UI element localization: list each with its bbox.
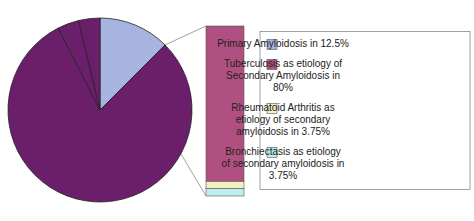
svg-text:Primary Amyloidosis in 12.5%: Primary Amyloidosis in 12.5%: [217, 38, 349, 49]
svg-text:Rheumatoid Arthritis asetiolog: Rheumatoid Arthritis asetiology of secon…: [231, 102, 334, 137]
svg-text:Bronchiectasis as etiologyof s: Bronchiectasis as etiologyof secondary a…: [222, 146, 345, 181]
svg-text:Tuberculosis as etiology ofSec: Tuberculosis as etiology ofSecondary Amy…: [224, 58, 342, 93]
